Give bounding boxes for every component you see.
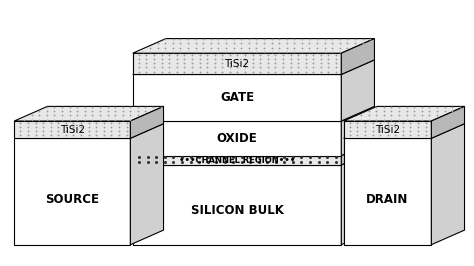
Polygon shape — [130, 106, 164, 138]
Text: SILICON BULK: SILICON BULK — [191, 204, 283, 217]
Polygon shape — [341, 141, 374, 165]
Text: DRAIN: DRAIN — [366, 193, 409, 206]
Polygon shape — [431, 106, 465, 138]
Polygon shape — [133, 106, 374, 121]
Polygon shape — [431, 124, 465, 245]
Polygon shape — [344, 124, 465, 138]
Polygon shape — [344, 121, 431, 138]
Polygon shape — [133, 150, 374, 165]
Polygon shape — [133, 141, 374, 156]
Polygon shape — [130, 124, 164, 245]
Polygon shape — [341, 150, 374, 245]
Text: TiSi2: TiSi2 — [60, 125, 85, 135]
Polygon shape — [14, 121, 130, 138]
Polygon shape — [133, 121, 341, 156]
Text: OXIDE: OXIDE — [217, 132, 257, 145]
Polygon shape — [14, 138, 130, 245]
Polygon shape — [133, 60, 374, 74]
Polygon shape — [341, 39, 374, 74]
Text: TiSi2: TiSi2 — [375, 125, 400, 135]
Text: TiSi2: TiSi2 — [224, 59, 250, 69]
Polygon shape — [344, 106, 465, 121]
Polygon shape — [341, 60, 374, 121]
Text: GATE: GATE — [220, 91, 254, 104]
Polygon shape — [133, 39, 374, 53]
Polygon shape — [341, 106, 374, 156]
Polygon shape — [133, 156, 341, 165]
Polygon shape — [133, 53, 341, 74]
Polygon shape — [133, 74, 341, 121]
Text: •••CHANNEL REGION•••: •••CHANNEL REGION••• — [179, 156, 295, 165]
Polygon shape — [344, 138, 431, 245]
Polygon shape — [14, 106, 164, 121]
Polygon shape — [14, 124, 164, 138]
Polygon shape — [133, 165, 341, 245]
Text: SOURCE: SOURCE — [46, 193, 99, 206]
